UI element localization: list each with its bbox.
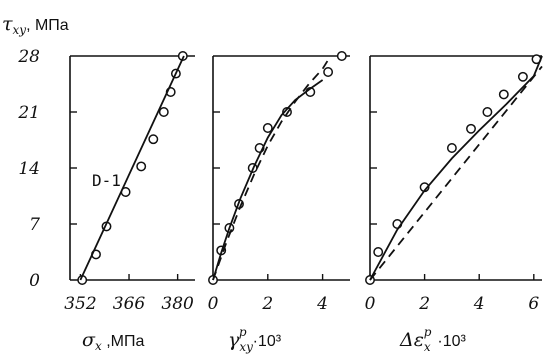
panel-1-x-tick-label-1: 2 bbox=[261, 294, 273, 314]
x-axis-title-gamma: γxyp ·10³ bbox=[228, 325, 282, 354]
x-axis-title-de-subscript: x bbox=[424, 340, 431, 354]
y-tick-label-4: 28 bbox=[17, 47, 40, 67]
x-axis-title-sigma-subscript: x bbox=[95, 339, 102, 353]
panel-1-x-tick-label-0: 0 bbox=[208, 294, 219, 314]
panel-2-x-tick-label-2: 4 bbox=[473, 294, 485, 314]
panel-1-solid-curve bbox=[212, 79, 324, 281]
panel-2-solid-curve bbox=[369, 55, 543, 281]
y-axis-title: τxy, МПа bbox=[2, 13, 69, 37]
panel-0-x-tick-label-0: 352 bbox=[64, 294, 96, 314]
y-tick-label-1: 7 bbox=[29, 215, 40, 235]
panel-0-data-point-6 bbox=[158, 107, 169, 117]
panel-2-data-point-4 bbox=[446, 143, 457, 153]
panel-gamma-xy bbox=[208, 51, 350, 285]
y-tick-label-2: 14 bbox=[18, 159, 40, 179]
x-axis-title-sigma-unit: ,МПа bbox=[102, 333, 145, 350]
x-axis-title-gamma-subscript: xy bbox=[239, 340, 253, 354]
panel-0-data-point-4 bbox=[136, 161, 147, 172]
panel-delta-epsilon-x bbox=[365, 54, 543, 285]
y-tick-label-0: 0 bbox=[29, 271, 40, 291]
panel-0-x-tick-label-2: 380 bbox=[161, 294, 194, 314]
panel-2-data-point-6 bbox=[482, 107, 493, 117]
panel-1-x-tick-label-2: 4 bbox=[316, 294, 328, 314]
panel-2-data-point-7 bbox=[498, 89, 509, 100]
y-axis-title-subscript: xy bbox=[13, 23, 27, 37]
panel-2-x-tick-label-1: 2 bbox=[418, 294, 430, 314]
specimen-annotation: D-1 bbox=[92, 171, 121, 190]
x-tick-labels: 352 366 380 0 2 4 0 2 4 6 bbox=[64, 294, 539, 314]
panel-2-x-tick-label-0: 0 bbox=[365, 294, 376, 314]
panel-0-data-point-5 bbox=[148, 134, 159, 145]
panel-1-data-point-6 bbox=[262, 123, 273, 133]
panel-1-dashed-curve bbox=[212, 59, 329, 281]
x-axis-title-sigma: σx ,МПа bbox=[82, 329, 144, 353]
x-axis-title-gamma-factor: ·10³ bbox=[253, 333, 282, 350]
y-tick-label-3: 21 bbox=[17, 103, 40, 123]
x-axis-title-de-symbol: Δε bbox=[399, 329, 424, 351]
panel-1-data-point-10 bbox=[336, 51, 347, 61]
panel-sigma-x bbox=[69, 51, 195, 285]
x-axis-title-de-factor: ·10³ bbox=[437, 333, 466, 350]
panel-1-data-point-9 bbox=[323, 67, 334, 77]
panel-2-x-tick-label-3: 6 bbox=[528, 294, 539, 314]
x-axis-title-sigma-symbol: σ bbox=[82, 329, 96, 351]
y-axis-title-unit: , МПа bbox=[26, 17, 69, 34]
x-axis-title-gamma-symbol: γ bbox=[228, 329, 240, 351]
panel-2-data-point-5 bbox=[466, 123, 476, 134]
panel-2-data-point-1 bbox=[373, 247, 384, 257]
y-axis-title-symbol: τ bbox=[2, 13, 13, 35]
y-tick-labels: 0 7 14 21 28 bbox=[17, 47, 40, 291]
panel-2-dashed-curve bbox=[369, 65, 543, 281]
x-axis-title-gamma-superscript: p bbox=[239, 325, 247, 339]
x-axis-title-de-superscript: p bbox=[424, 325, 432, 339]
panel-0-solid-curve bbox=[79, 55, 185, 281]
panel-2-data-point-8 bbox=[517, 71, 528, 82]
panel-0-x-tick-label-1: 366 bbox=[113, 294, 146, 314]
x-axis-title-delta-epsilon: Δεxp ·10³ bbox=[399, 325, 467, 354]
